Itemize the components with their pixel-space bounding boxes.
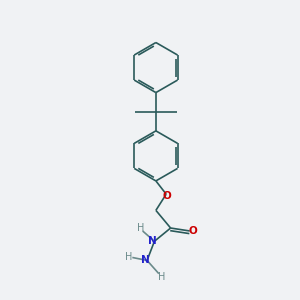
Text: H: H [125, 253, 133, 262]
Text: H: H [158, 272, 166, 282]
Text: N: N [141, 255, 150, 265]
Text: H: H [136, 223, 144, 233]
Text: N: N [148, 236, 156, 246]
Text: O: O [163, 190, 172, 201]
Text: O: O [189, 226, 198, 236]
